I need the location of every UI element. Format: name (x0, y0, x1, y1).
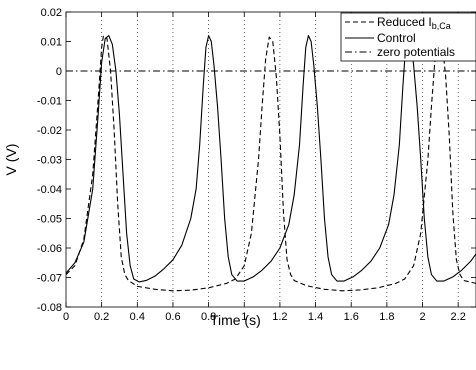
y-axis-label: V (V) (3, 144, 19, 176)
y-tick-label: 0.02 (41, 7, 62, 19)
y-tick-label: -0.02 (37, 125, 62, 137)
x-tick-labels: 0 0.2 0.4 0.6 0.8 1 1.2 1.4 1.6 1.8 2 2.2 (63, 311, 466, 323)
y-tick-label: -0.01 (37, 96, 62, 108)
x-tick-label: 2.2 (451, 311, 466, 323)
x-tick-label: 1.8 (379, 311, 394, 323)
y-tick-label: 0.01 (41, 37, 62, 49)
x-tick-label: 1.6 (344, 311, 359, 323)
legend-label-1: Control (377, 31, 416, 45)
y-tick-labels: -0.08 -0.07 -0.06 -0.05 -0.04 -0.03 -0.02 -0.01… (37, 7, 62, 314)
legend-box (340, 12, 476, 62)
x-tick-label: 0.2 (94, 311, 109, 323)
legend-label-subscript: b,Ca (432, 21, 451, 31)
y-tick-label: -0.07 (37, 273, 62, 285)
x-tick-label: 0.4 (130, 311, 145, 323)
x-tick-label: 1.4 (308, 311, 323, 323)
y-tick-label: -0.06 (37, 243, 62, 255)
y-tick-label: -0.03 (37, 155, 62, 167)
x-tick-label: 2 (419, 311, 425, 323)
x-tick-label: 0.8 (201, 311, 216, 323)
y-tick-label: -0.08 (37, 302, 62, 314)
x-tick-label: 1 (241, 311, 247, 323)
x-tick-label: 0 (63, 311, 69, 323)
y-tick-label: -0.04 (37, 184, 62, 196)
legend-label-2: zero potentials (377, 45, 455, 59)
series-line-1 (66, 35, 476, 283)
series-layer (66, 35, 476, 292)
y-tick-label: 0 (56, 66, 62, 78)
x-tick-label: 1.2 (272, 311, 287, 323)
tick-marks (65, 11, 476, 308)
y-tick-label: -0.05 (37, 214, 62, 226)
x-axis-label: Time (s) (210, 312, 261, 328)
x-tick-label: 0.6 (165, 311, 180, 323)
